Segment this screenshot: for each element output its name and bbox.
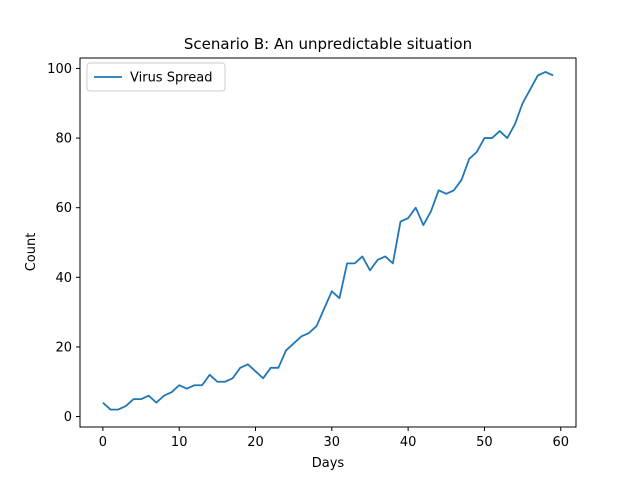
x-tick-label: 20 <box>247 435 264 450</box>
y-tick-label: 40 <box>55 271 72 286</box>
legend-box <box>86 62 226 92</box>
y-axis-ticks: 0 20 40 60 80 100 <box>47 62 80 425</box>
plot-area <box>79 57 577 428</box>
y-tick-label: 100 <box>47 62 72 77</box>
plot-frame <box>79 57 577 428</box>
x-axis-label: Days <box>312 456 345 471</box>
y-axis-label: Count <box>24 233 39 272</box>
chart-title: Scenario B: An unpredictable situation <box>184 35 472 53</box>
y-tick-label: 60 <box>55 201 72 216</box>
y-tick-label: 80 <box>55 132 72 147</box>
y-tick-label: 0 <box>64 410 72 425</box>
x-tick-label: 60 <box>552 435 569 450</box>
x-tick-label: 0 <box>99 435 107 450</box>
x-tick-label: 10 <box>171 435 188 450</box>
x-tick-label: 40 <box>400 435 417 450</box>
legend: Virus Spread <box>86 62 226 92</box>
y-tick-label: 20 <box>55 340 72 355</box>
x-axis-ticks: 0 10 20 30 40 50 60 <box>99 427 569 450</box>
legend-label-virus-spread: Virus Spread <box>130 71 213 86</box>
series-line-virus-spread <box>102 71 554 411</box>
x-tick-label: 50 <box>476 435 493 450</box>
x-tick-label: 30 <box>324 435 341 450</box>
